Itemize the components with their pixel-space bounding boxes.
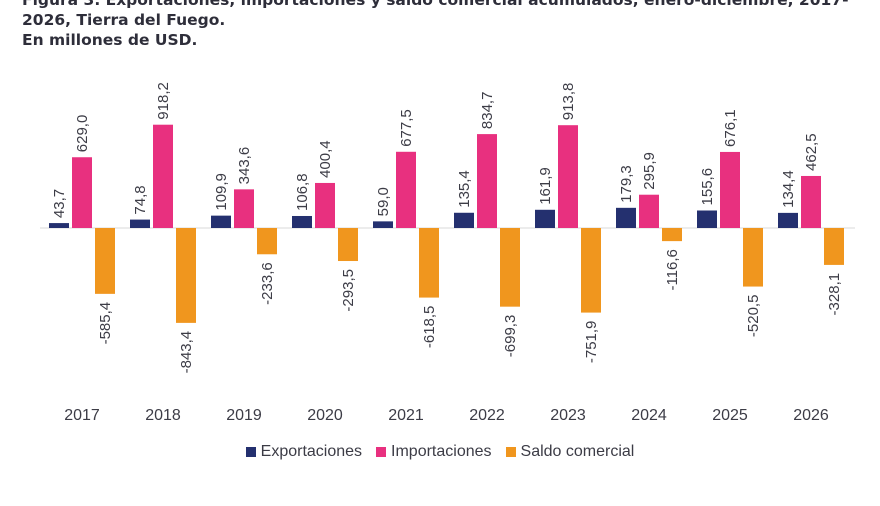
bar-importaciones-2017 bbox=[72, 157, 92, 228]
data-label-importaciones-2022: 834,7 bbox=[479, 92, 496, 130]
x-tick-label-2025: 2025 bbox=[712, 407, 748, 424]
bar-saldo-comercial-2026 bbox=[824, 228, 844, 265]
bar-saldo-comercial-2019 bbox=[257, 228, 277, 255]
chart-legend: Exportaciones Importaciones Saldo comerc… bbox=[0, 443, 880, 461]
data-label-importaciones-2023: 913,8 bbox=[560, 83, 577, 121]
bar-saldo-comercial-2018 bbox=[176, 228, 196, 323]
bar-saldo-comercial-2021 bbox=[419, 228, 439, 298]
bar-saldo-comercial-2024 bbox=[662, 228, 682, 242]
data-label-exportaciones-2020: 106,8 bbox=[294, 173, 311, 211]
data-label-importaciones-2026: 462,5 bbox=[803, 133, 820, 171]
bar-chart: 43,7 629,0 -585,4 2017 74,8 918,2 -843,4 2018 10… bbox=[40, 82, 855, 424]
chart-title: Figura 3. Exportaciones, importaciones y… bbox=[22, 0, 872, 50]
x-tick-label-2020: 2020 bbox=[307, 407, 343, 424]
bar-exportaciones-2019 bbox=[211, 215, 231, 228]
data-label-exportaciones-2026: 134,4 bbox=[780, 170, 797, 208]
bar-importaciones-2019 bbox=[234, 189, 254, 228]
legend-item-exportaciones: Exportaciones bbox=[245, 443, 363, 461]
legend-item-saldo-comercial: Saldo comercial bbox=[505, 443, 635, 461]
data-label-exportaciones-2023: 161,9 bbox=[537, 167, 554, 205]
data-label-saldo-comercial-2024: -116,6 bbox=[664, 249, 681, 290]
bar-importaciones-2018 bbox=[153, 124, 173, 228]
x-tick-label-2018: 2018 bbox=[145, 407, 181, 424]
bar-saldo-comercial-2017 bbox=[95, 228, 115, 294]
bar-exportaciones-2026 bbox=[778, 212, 798, 228]
data-label-importaciones-2021: 677,5 bbox=[398, 109, 415, 147]
data-label-exportaciones-2024: 179,3 bbox=[618, 165, 635, 203]
data-label-importaciones-2024: 295,9 bbox=[641, 152, 658, 190]
bar-importaciones-2021 bbox=[396, 151, 416, 228]
data-label-importaciones-2025: 676,1 bbox=[722, 109, 739, 147]
x-tick-label-2017: 2017 bbox=[64, 407, 100, 424]
bar-saldo-comercial-2022 bbox=[500, 228, 520, 307]
bar-importaciones-2022 bbox=[477, 134, 497, 228]
bar-exportaciones-2020 bbox=[292, 215, 312, 228]
bar-exportaciones-2021 bbox=[373, 221, 393, 228]
x-tick-label-2024: 2024 bbox=[631, 407, 667, 424]
legend-swatch-importaciones bbox=[376, 447, 387, 457]
bar-importaciones-2025 bbox=[720, 151, 740, 228]
data-label-saldo-comercial-2023: -751,9 bbox=[583, 321, 600, 364]
data-label-importaciones-2019: 343,6 bbox=[236, 147, 253, 185]
x-tick-label-2022: 2022 bbox=[469, 407, 505, 424]
bar-importaciones-2024 bbox=[639, 194, 659, 228]
data-label-exportaciones-2021: 59,0 bbox=[375, 187, 392, 216]
title-line-1: Figura 3. Exportaciones, importaciones y… bbox=[22, 0, 849, 9]
bar-saldo-comercial-2025 bbox=[743, 228, 763, 287]
bar-exportaciones-2023 bbox=[535, 209, 555, 228]
data-label-saldo-comercial-2026: -328,1 bbox=[826, 273, 843, 316]
legend-label-importaciones: Importaciones bbox=[391, 443, 492, 460]
bar-saldo-comercial-2020 bbox=[338, 228, 358, 262]
bar-importaciones-2026 bbox=[801, 175, 821, 228]
x-tick-label-2023: 2023 bbox=[550, 407, 586, 424]
bar-exportaciones-2024 bbox=[616, 207, 636, 228]
bar-exportaciones-2017 bbox=[49, 223, 69, 228]
bar-exportaciones-2025 bbox=[697, 210, 717, 228]
bar-exportaciones-2022 bbox=[454, 212, 474, 228]
title-line-3: En millones de USD. bbox=[22, 31, 198, 49]
bar-saldo-comercial-2023 bbox=[581, 228, 601, 313]
data-label-saldo-comercial-2021: -618,5 bbox=[421, 306, 438, 349]
data-label-exportaciones-2019: 109,9 bbox=[213, 173, 230, 211]
data-label-exportaciones-2025: 155,6 bbox=[699, 168, 716, 206]
data-label-saldo-comercial-2018: -843,4 bbox=[178, 331, 195, 374]
bar-exportaciones-2018 bbox=[130, 219, 150, 228]
legend-swatch-exportaciones bbox=[245, 447, 256, 457]
x-tick-label-2026: 2026 bbox=[793, 407, 829, 424]
legend-item-importaciones: Importaciones bbox=[376, 443, 492, 461]
bar-importaciones-2023 bbox=[558, 125, 578, 228]
legend-swatch-saldo-comercial bbox=[505, 447, 516, 457]
data-label-exportaciones-2018: 74,8 bbox=[132, 185, 149, 214]
x-tick-label-2019: 2019 bbox=[226, 407, 262, 424]
legend-label-exportaciones: Exportaciones bbox=[260, 443, 363, 460]
data-label-importaciones-2020: 400,4 bbox=[317, 140, 334, 178]
data-label-exportaciones-2022: 135,4 bbox=[456, 170, 473, 208]
data-label-saldo-comercial-2019: -233,6 bbox=[259, 262, 276, 305]
data-label-saldo-comercial-2020: -293,5 bbox=[340, 269, 357, 312]
bar-importaciones-2020 bbox=[315, 182, 335, 228]
data-label-saldo-comercial-2017: -585,4 bbox=[97, 302, 114, 345]
x-tick-label-2021: 2021 bbox=[388, 407, 424, 424]
data-label-exportaciones-2017: 43,7 bbox=[51, 189, 68, 218]
title-line-2: 2026, Tierra del Fuego. bbox=[22, 11, 226, 29]
data-label-importaciones-2018: 918,2 bbox=[155, 82, 172, 120]
data-label-saldo-comercial-2025: -520,5 bbox=[745, 295, 762, 338]
data-label-saldo-comercial-2022: -699,3 bbox=[502, 315, 519, 358]
data-label-importaciones-2017: 629,0 bbox=[74, 115, 91, 153]
legend-label-saldo-comercial: Saldo comercial bbox=[520, 443, 635, 460]
